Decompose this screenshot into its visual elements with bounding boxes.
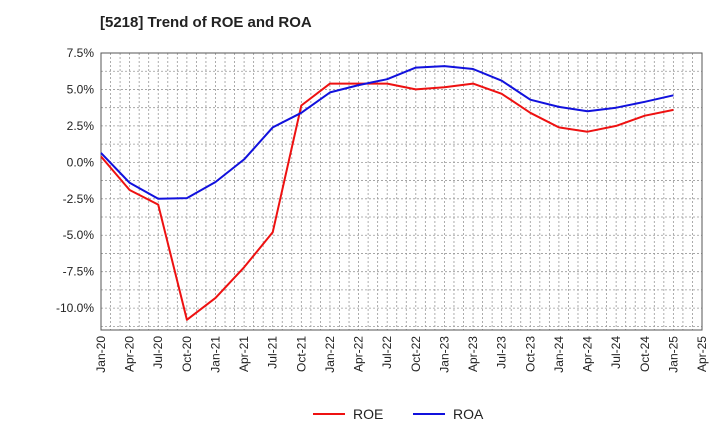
y-tick-label: 5.0% [67,82,95,96]
x-tick-label: Oct-22 [409,336,423,372]
x-tick-label: Apr-23 [466,336,480,372]
x-tick-label: Jul-24 [609,336,623,369]
x-tick-label: Oct-23 [523,336,537,372]
legend: ROE ROA [313,406,484,422]
chart-title: [5218] Trend of ROE and ROA [100,14,312,31]
x-tick-label: Jan-24 [552,336,566,373]
y-tick-label: 2.5% [67,119,95,133]
legend-label-roe: ROE [353,406,383,422]
x-tick-label: Oct-24 [638,336,652,372]
x-tick-label: Apr-21 [237,336,251,372]
x-tick-label: Jan-25 [666,336,680,373]
grid [101,52,702,330]
x-tick-label: Jan-21 [208,336,222,373]
y-tick-label: 7.5% [67,46,95,60]
x-tick-label: Jan-20 [94,336,108,373]
y-tick-label: 0.0% [67,155,95,169]
x-tick-label: Apr-22 [352,336,366,372]
x-tick-label: Jul-23 [495,336,509,369]
y-tick-label: -2.5% [63,192,95,206]
x-tick-label: Apr-20 [123,336,137,372]
x-tick-label: Oct-20 [180,336,194,372]
x-tick-label: Jul-20 [151,336,165,369]
x-tick-label: Oct-21 [294,336,308,372]
y-tick-label: -5.0% [63,228,95,242]
y-tick-label: -10.0% [56,301,94,315]
series-group [100,65,674,321]
series-line-roe [100,82,674,321]
x-tick-label: Jul-22 [380,336,394,369]
series-line-roa [100,65,674,200]
y-tick-label: -7.5% [63,265,95,279]
x-tick-label: Jul-21 [266,336,280,369]
x-tick-label: Jan-22 [323,336,337,373]
plot-area [100,52,703,331]
x-tick-label: Jan-23 [437,336,451,373]
x-axis: Jan-20 Apr-20 Jul-20 Oct-20 Jan-21 Apr-21 Jul-… [94,336,709,373]
legend-label-roa: ROA [453,406,484,422]
x-tick-label: Apr-24 [581,336,595,372]
x-tick-label: Apr-25 [695,336,709,372]
y-axis: 7.5% 5.0% 2.5% 0.0% -2.5% -5.0% -7.5% -10.0% [56,46,94,315]
